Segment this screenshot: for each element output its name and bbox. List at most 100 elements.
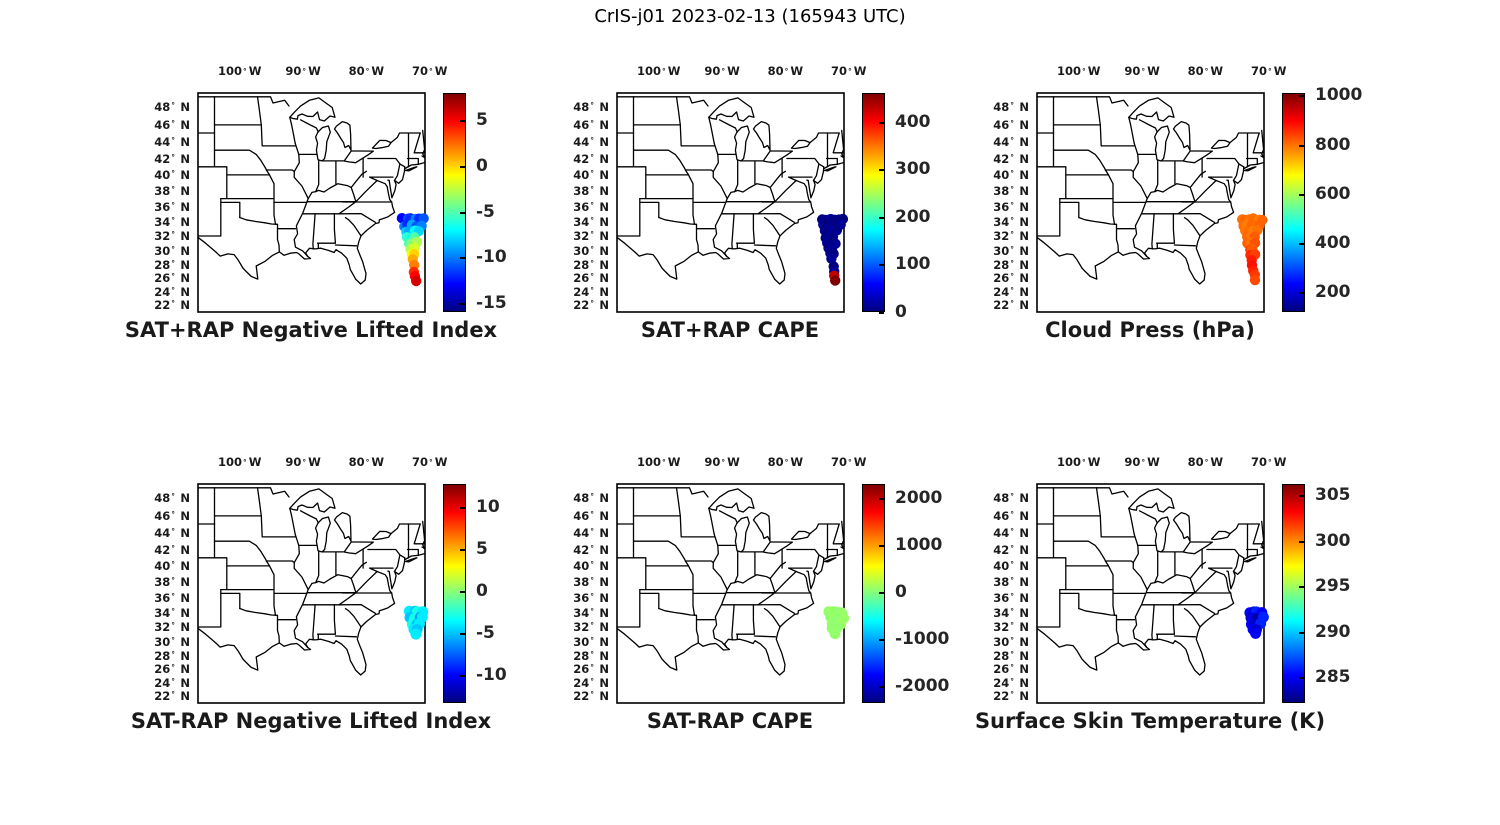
colorbar-tick-mark <box>879 685 884 688</box>
lon-tick-label: 70° W <box>411 64 448 78</box>
panel-sat-rap-cape: SAT+RAP CAPE 100° W 90° W 80° W 70° W 48 ° N 46 ° N 44… <box>545 60 955 370</box>
lat-tick-label: 46 ° N <box>993 117 1029 132</box>
figure-title: CrIS-j01 2023-02-13 (165943 UTC) <box>594 6 906 27</box>
lat-tick-label: 44 ° N <box>154 135 190 150</box>
colorbar-tick-label: 300 <box>895 159 931 180</box>
lat-tick-label: 30 ° N <box>573 243 609 258</box>
lat-tick-label: 22 ° N <box>154 689 190 704</box>
colorbar <box>443 93 466 312</box>
lon-tick-label: 70° W <box>830 64 867 78</box>
lat-tick-label: 40 ° N <box>573 559 609 574</box>
lat-tick-label: 38 ° N <box>993 184 1029 199</box>
colorbar <box>1282 484 1305 703</box>
lon-tick-label: 80° W <box>348 64 385 78</box>
scatter-points <box>403 605 429 640</box>
lat-tick-label: 48 ° N <box>993 490 1029 505</box>
colorbar-tick-mark <box>879 264 884 267</box>
colorbar-tick-label: -5 <box>476 623 495 644</box>
lon-tick-label: 80° W <box>1187 455 1224 469</box>
lat-tick-label: 24 ° N <box>573 676 609 691</box>
lat-tick-label: 22 ° N <box>993 298 1029 313</box>
lat-tick-label: 32 ° N <box>573 620 609 635</box>
panel-diff-cape: SAT-RAP CAPE 100° W 90° W 80° W 70° W 48 ° N 46 ° N 44… <box>545 451 955 761</box>
lon-tick-label: 80° W <box>767 455 804 469</box>
lat-tick-label: 42 ° N <box>154 152 190 167</box>
lon-tick-label: 80° W <box>348 455 385 469</box>
lat-tick-label: 44 ° N <box>993 526 1029 541</box>
scatter-points <box>1237 213 1268 286</box>
lat-tick-label: 24 ° N <box>154 285 190 300</box>
lon-tick-label: 70° W <box>411 455 448 469</box>
lat-tick-label: 38 ° N <box>154 184 190 199</box>
lat-tick-label: 48 ° N <box>154 99 190 114</box>
colorbar-tick-label: -15 <box>476 292 507 313</box>
lat-tick-label: 44 ° N <box>154 526 190 541</box>
colorbar-tick-label: 295 <box>1315 576 1351 597</box>
lat-tick-label: 40 ° N <box>154 559 190 574</box>
lat-tick-label: 40 ° N <box>154 168 190 183</box>
lat-tick-label: 48 ° N <box>573 490 609 505</box>
us-map <box>1036 483 1269 704</box>
panel-title: SAT-RAP Negative Lifted Index <box>130 709 492 733</box>
lon-tick-label: 100° W <box>1057 64 1101 78</box>
colorbar-tick-mark <box>1299 292 1304 295</box>
colorbar <box>862 93 885 314</box>
observation-point <box>411 275 422 287</box>
lat-tick-label: 26 ° N <box>154 662 190 677</box>
colorbar-tick-label: -1000 <box>895 628 950 649</box>
lat-tick-label: 22 ° N <box>993 689 1029 704</box>
colorbar-tick-mark <box>1299 95 1304 98</box>
colorbar-tick-label: 290 <box>1315 621 1351 642</box>
colorbar-tick-label: 2000 <box>895 488 943 509</box>
lon-tick-label: 100° W <box>1057 455 1101 469</box>
lat-tick-label: 34 ° N <box>154 605 190 620</box>
colorbar-tick-label: 100 <box>895 254 931 275</box>
lat-tick-label: 24 ° N <box>573 285 609 300</box>
colorbar-tick-mark <box>1299 193 1304 196</box>
colorbar <box>1282 93 1305 312</box>
us-map <box>616 483 849 704</box>
us-map <box>197 483 429 704</box>
lon-tick-label: 70° W <box>1250 64 1287 78</box>
lon-tick-label: 90° W <box>285 455 321 469</box>
lat-tick-label: 42 ° N <box>154 543 190 558</box>
colorbar-tick-mark <box>460 506 465 509</box>
lat-tick-label: 38 ° N <box>993 575 1029 590</box>
colorbar-tick-mark <box>879 312 884 314</box>
us-map <box>197 92 429 313</box>
lon-tick-label: 100° W <box>637 64 681 78</box>
colorbar-tick-mark <box>1299 586 1304 589</box>
colorbar-tick-mark <box>879 498 884 501</box>
lat-tick-label: 38 ° N <box>154 575 190 590</box>
colorbar-tick-label: 300 <box>1315 530 1351 551</box>
lat-tick-label: 24 ° N <box>993 285 1029 300</box>
lat-tick-label: 28 ° N <box>154 257 190 272</box>
lat-tick-label: 46 ° N <box>573 117 609 132</box>
lat-tick-label: 30 ° N <box>154 243 190 258</box>
panel-surface-skin-temperature: Surface Skin Temperature (K) 100° W 90° W 80… <box>965 451 1375 761</box>
colorbar-tick-label: 1000 <box>1315 85 1363 106</box>
colorbar-tick-mark <box>879 169 884 172</box>
lon-tick-label: 80° W <box>767 64 804 78</box>
lat-tick-label: 34 ° N <box>154 214 190 229</box>
colorbar-tick-label: 5 <box>476 110 488 131</box>
scatter-points <box>396 213 429 287</box>
colorbar-tick-label: 0 <box>895 302 907 322</box>
lat-tick-label: 46 ° N <box>154 117 190 132</box>
colorbar-tick-label: -10 <box>476 247 507 268</box>
panel-cloud-press: Cloud Press (hPa) 100° W 90° W 80° W 70° W 48 ° N 4… <box>965 60 1375 370</box>
lon-tick-label: 70° W <box>1250 455 1287 469</box>
panel-title: SAT+RAP CAPE <box>640 318 820 342</box>
scatter-points <box>823 606 849 640</box>
observation-point <box>830 275 841 286</box>
lat-tick-label: 48 ° N <box>154 490 190 505</box>
colorbar-tick-mark <box>460 675 465 678</box>
panel-title: Surface Skin Temperature (K) <box>974 709 1326 733</box>
lat-tick-label: 22 ° N <box>154 298 190 313</box>
lat-tick-label: 46 ° N <box>993 508 1029 523</box>
colorbar-tick-mark <box>460 302 465 305</box>
colorbar-tick-label: 5 <box>476 538 488 559</box>
lat-tick-label: 42 ° N <box>993 543 1029 558</box>
colorbar-tick-label: 0 <box>476 156 488 176</box>
lat-tick-label: 28 ° N <box>154 648 190 663</box>
